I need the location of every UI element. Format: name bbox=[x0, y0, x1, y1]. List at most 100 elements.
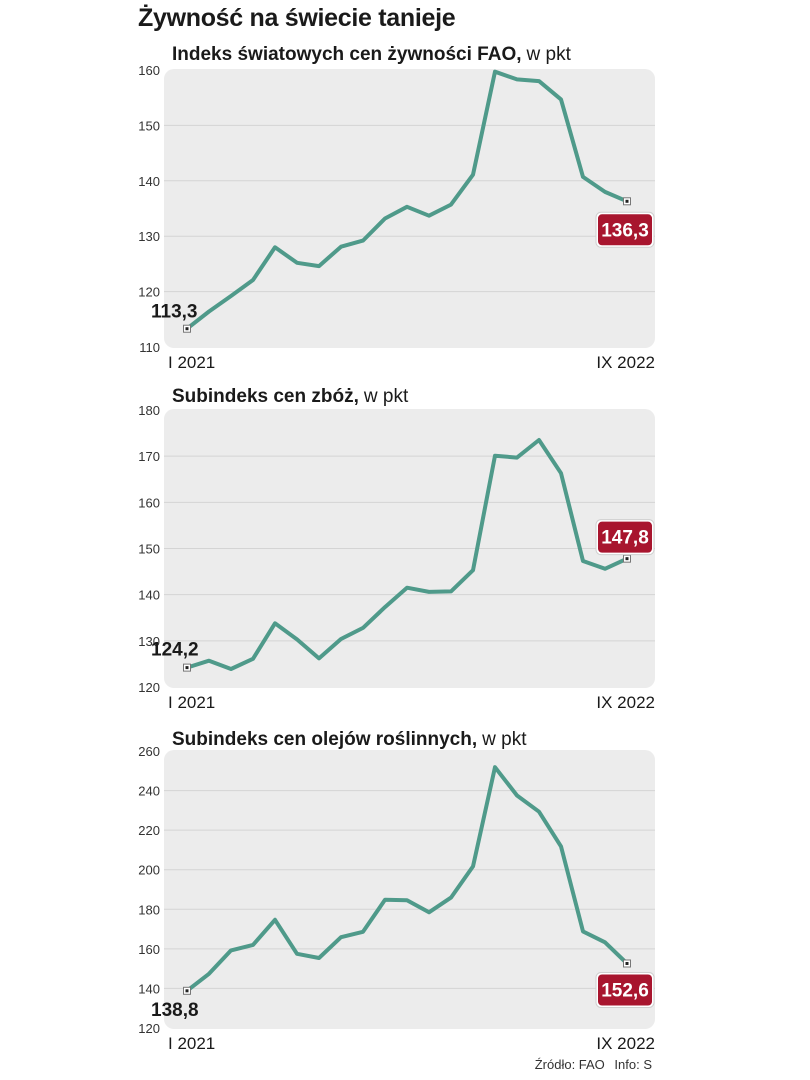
y-tick-label: 130 bbox=[138, 634, 160, 649]
data-point bbox=[229, 667, 233, 671]
chart-vegetable-oils-subindex: Subindeks cen olejów roślinnych, w pkt 120… bbox=[138, 729, 655, 1053]
data-point bbox=[207, 972, 211, 976]
chart-title-main: Subindeks cen olejów roślinnych, bbox=[172, 729, 477, 750]
y-tick-label: 160 bbox=[138, 495, 160, 510]
series-line bbox=[185, 69, 629, 331]
y-tick-label: 110 bbox=[139, 340, 160, 355]
y-tick-label: 120 bbox=[138, 680, 160, 695]
data-point bbox=[405, 205, 409, 209]
x-tick-label-start: I 2021 bbox=[168, 353, 215, 372]
y-tick-label: 120 bbox=[138, 1021, 160, 1036]
data-point bbox=[273, 245, 277, 249]
y-tick-label: 160 bbox=[138, 63, 160, 78]
start-marker-dot bbox=[185, 666, 189, 670]
data-point bbox=[405, 586, 409, 590]
data-point bbox=[273, 918, 277, 922]
chart-title-unit: w pkt bbox=[481, 729, 527, 750]
chart-title: Indeks światowych cen żywności FAO, w pkt bbox=[172, 44, 572, 65]
y-tick-label: 150 bbox=[138, 542, 160, 557]
end-marker-dot bbox=[625, 557, 629, 561]
data-point bbox=[405, 898, 409, 902]
data-point bbox=[559, 97, 563, 101]
end-value-label: 152,6 bbox=[601, 980, 649, 1001]
x-tick-label-end: IX 2022 bbox=[596, 1034, 655, 1053]
info-label: Info: S bbox=[614, 1057, 652, 1072]
data-point bbox=[383, 216, 387, 220]
data-point bbox=[427, 214, 431, 218]
data-point bbox=[427, 910, 431, 914]
end-value-badge bbox=[598, 214, 652, 246]
y-tick-label: 150 bbox=[138, 118, 160, 133]
data-point bbox=[581, 929, 585, 933]
data-point bbox=[295, 261, 299, 265]
data-point bbox=[339, 637, 343, 641]
data-point bbox=[493, 70, 497, 74]
data-point bbox=[339, 935, 343, 939]
data-point bbox=[317, 956, 321, 960]
end-value-badge bbox=[598, 521, 652, 553]
y-tick-label: 140 bbox=[138, 174, 160, 189]
data-point bbox=[295, 637, 299, 641]
data-point bbox=[251, 278, 255, 282]
data-point bbox=[361, 239, 365, 243]
data-point bbox=[317, 264, 321, 268]
data-point bbox=[229, 294, 233, 298]
source-note: Źródło: FAO Info: S bbox=[529, 1057, 652, 1072]
data-point bbox=[515, 794, 519, 798]
data-point bbox=[493, 765, 497, 769]
x-tick-label-end: IX 2022 bbox=[596, 353, 655, 372]
chart-title: Subindeks cen olejów roślinnych, w pkt bbox=[172, 729, 527, 750]
data-point bbox=[581, 559, 585, 563]
series-line bbox=[185, 438, 629, 671]
data-point bbox=[317, 656, 321, 660]
end-value-label: 136,3 bbox=[601, 220, 649, 241]
end-marker-dot bbox=[625, 199, 629, 203]
data-point bbox=[383, 898, 387, 902]
data-point bbox=[361, 626, 365, 630]
data-point bbox=[581, 175, 585, 179]
data-point bbox=[251, 657, 255, 661]
chart-title-main: Indeks światowych cen żywności FAO, bbox=[172, 44, 522, 65]
y-tick-label: 200 bbox=[138, 863, 160, 878]
chart-title-unit: w pkt bbox=[526, 44, 572, 65]
data-point bbox=[515, 77, 519, 81]
data-point bbox=[207, 659, 211, 663]
x-tick-label-start: I 2021 bbox=[168, 1034, 215, 1053]
y-tick-label: 140 bbox=[138, 981, 160, 996]
chart-title-main: Subindeks cen zbóż, bbox=[172, 386, 359, 407]
data-point bbox=[339, 245, 343, 249]
data-point bbox=[449, 896, 453, 900]
start-marker-dot bbox=[185, 989, 189, 993]
data-point bbox=[251, 943, 255, 947]
y-tick-label: 220 bbox=[138, 823, 160, 838]
data-point bbox=[471, 568, 475, 572]
data-point bbox=[471, 864, 475, 868]
chart-title-unit: w pkt bbox=[363, 386, 409, 407]
data-point bbox=[207, 310, 211, 314]
data-point bbox=[603, 567, 607, 571]
data-point bbox=[427, 590, 431, 594]
series-line bbox=[185, 765, 629, 993]
data-point bbox=[449, 203, 453, 207]
x-tick-label-start: I 2021 bbox=[168, 693, 215, 712]
y-tick-label: 180 bbox=[138, 403, 160, 418]
data-point bbox=[537, 810, 541, 814]
data-point bbox=[361, 930, 365, 934]
source-label: Źródło: FAO bbox=[534, 1057, 605, 1072]
data-point bbox=[559, 471, 563, 475]
data-point bbox=[603, 190, 607, 194]
y-tick-label: 140 bbox=[138, 588, 160, 603]
data-point bbox=[559, 844, 563, 848]
chart-cereals-subindex: Subindeks cen zbóż, w pkt 120 130 140 150 160 1… bbox=[138, 386, 655, 712]
data-point bbox=[295, 952, 299, 956]
y-tick-label: 120 bbox=[138, 285, 160, 300]
end-value-label: 147,8 bbox=[601, 528, 649, 549]
data-point bbox=[471, 173, 475, 177]
chart-title: Subindeks cen zbóż, w pkt bbox=[172, 386, 409, 407]
data-point bbox=[449, 589, 453, 593]
x-tick-label-end: IX 2022 bbox=[596, 693, 655, 712]
y-tick-label: 130 bbox=[138, 229, 160, 244]
y-tick-label: 170 bbox=[138, 449, 160, 464]
y-tick-label: 260 bbox=[138, 744, 160, 759]
